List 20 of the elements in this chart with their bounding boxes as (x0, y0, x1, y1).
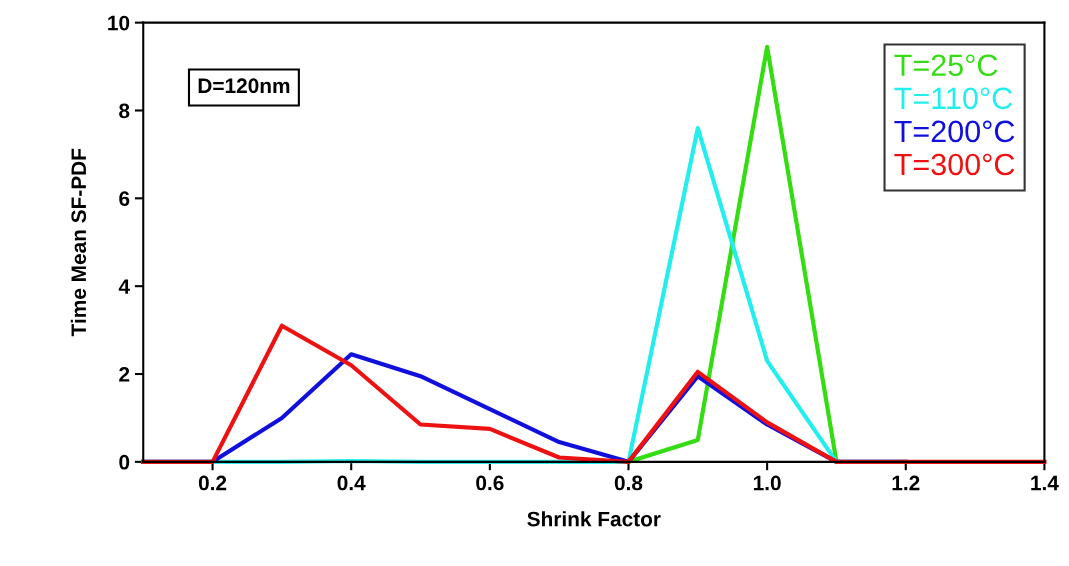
x-tick-label: 0.6 (476, 475, 504, 491)
x-axis-title: Shrink Factor (527, 511, 661, 527)
text: T=200°C (894, 120, 1015, 143)
annotation: D=120nm (198, 78, 290, 94)
x-tick-label: 0.8 (614, 475, 643, 491)
y-tick-label: 4 (118, 279, 130, 294)
y-tick-label: 6 (119, 191, 130, 207)
text: T=300°C (894, 153, 1015, 176)
y-tick-label: 10 (108, 15, 130, 31)
y-tick-label: 0 (119, 454, 130, 470)
x-tick-label: 1.4 (1031, 475, 1059, 491)
text: T=110°C (894, 87, 1013, 110)
x-tick-label: 1.2 (892, 475, 920, 491)
x-tick-label: 1.0 (753, 475, 781, 491)
y-axis-title: Time Mean SF-PDF (70, 148, 87, 337)
text: T=25°C (894, 54, 998, 77)
x-tick-label: 0.4 (337, 475, 366, 491)
y-tick-label: 2 (119, 367, 130, 382)
y-tick-label: 8 (119, 103, 130, 119)
x-tick-label: 0.2 (198, 475, 227, 491)
